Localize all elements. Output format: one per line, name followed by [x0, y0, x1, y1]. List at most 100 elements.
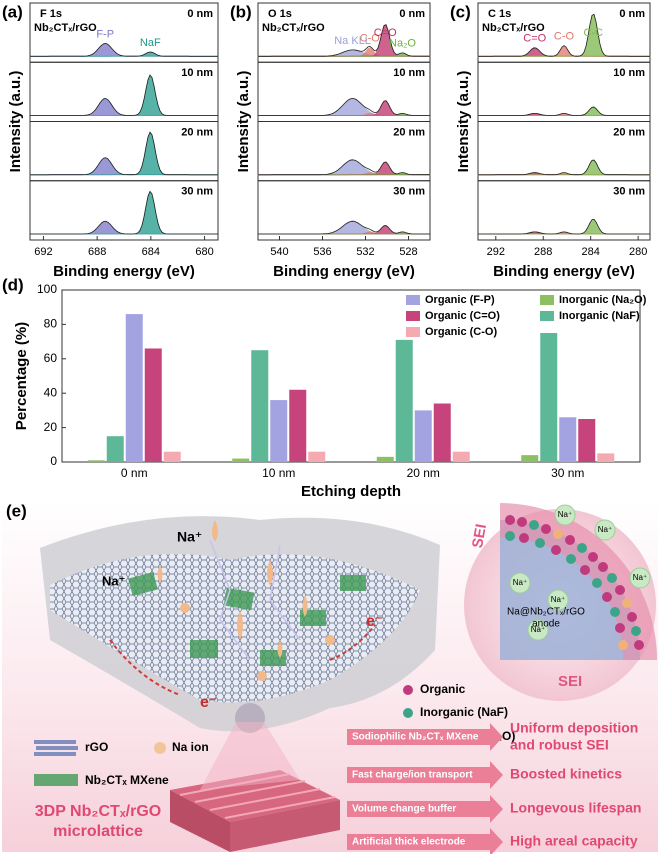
depth-label: 30 nm — [181, 186, 213, 198]
arrow-text: Fast charge/ion transport — [352, 770, 473, 781]
bar — [559, 417, 577, 462]
peak-fit — [30, 220, 218, 235]
y-axis-label: Intensity (a.u.) — [455, 71, 472, 173]
rgo-icon — [34, 740, 78, 756]
circle-ions — [509, 504, 651, 641]
x-tick-label: 692 — [34, 246, 52, 258]
anode-label: anode — [532, 619, 560, 630]
lightning — [209, 539, 251, 661]
legend-text: Organic (C=O) — [425, 310, 500, 322]
electron-label: e⁻ — [366, 613, 383, 630]
depth-label: 0 nm — [399, 8, 425, 20]
spectrum — [258, 159, 430, 176]
lattice-label: 3DP Nb₂CTₓ/rGO — [35, 803, 161, 820]
spectrum — [30, 74, 218, 116]
ion-label: Na⁺ — [513, 578, 527, 587]
spectrum — [478, 218, 650, 235]
x-tick-label: 0 nm — [121, 466, 148, 480]
y-axis-label: Percentage (%) — [13, 322, 30, 430]
arrows — [347, 723, 503, 854]
bar — [521, 455, 539, 462]
depth-label: 0 nm — [619, 8, 645, 20]
legend-swatch — [540, 311, 554, 321]
bar — [308, 451, 326, 462]
y-tick-label: 100 — [37, 282, 57, 296]
x-axis-label: Binding energy (eV) — [493, 263, 635, 280]
peak-label: F-P — [96, 28, 114, 40]
legend-text: Organic (F-P) — [425, 294, 495, 306]
bar — [452, 451, 470, 462]
peak-fit — [30, 98, 218, 116]
x-tick-label: 536 — [313, 246, 331, 258]
sei-label: SEI — [469, 523, 490, 550]
x-tick-label: 680 — [195, 246, 213, 258]
x-tick-label: 540 — [270, 246, 288, 258]
peak-label: C-O — [554, 30, 575, 42]
spectrum-title: C 1s — [488, 8, 511, 20]
peak-fit — [29, 43, 219, 57]
bar — [395, 339, 413, 462]
x-tick-label: 288 — [534, 246, 552, 258]
x-tick-label: 684 — [142, 246, 160, 258]
na-ion-icon — [154, 742, 166, 754]
legend-dot — [403, 708, 413, 718]
bar — [433, 403, 451, 462]
peak-label: C-C — [583, 27, 603, 39]
depth-label: 30 nm — [613, 186, 645, 198]
spectrum-title: O 1s — [268, 8, 292, 20]
electron-path — [329, 624, 376, 661]
material-label: Nb₂CTₓ/rGO — [262, 22, 325, 34]
legend-swatch — [406, 311, 420, 321]
panel-label: (b) — [230, 2, 252, 21]
ion-label: Na⁺ — [633, 573, 647, 582]
mxene-flakes — [128, 571, 366, 666]
arrow-text: Volume change buffer — [352, 804, 456, 815]
spectrum — [478, 13, 650, 57]
depth-label: 30 nm — [393, 186, 425, 198]
legend-swatch — [406, 327, 420, 337]
x-tick-label: 688 — [88, 246, 106, 258]
peak-fit — [30, 190, 218, 235]
x-axis-label: Etching depth — [301, 483, 401, 500]
x-tick-label: 292 — [487, 246, 505, 258]
ion-label: Na⁺ — [598, 525, 612, 534]
peak-label: C=O — [523, 33, 546, 45]
spectrum-title: F 1s — [40, 8, 62, 20]
schematic: (e) Na⁺ Na⁺ e⁻ e⁻ — [2, 500, 658, 854]
material-label: Nb₂CTₓ MXene — [85, 773, 169, 787]
spectrum — [258, 98, 430, 116]
ion-label: Na⁺ — [102, 573, 125, 588]
legend-swatch — [406, 295, 420, 305]
peak-label: Na KLL — [334, 35, 371, 47]
material-label: rGO — [85, 740, 108, 754]
electron-path — [109, 639, 181, 696]
ion-label: Na⁺ — [558, 510, 572, 519]
legend-text: Organic — [420, 682, 466, 696]
arrow-text: Sodiophilic Nb₂CTₓ MXene — [352, 732, 479, 743]
bar — [163, 451, 181, 462]
y-tick-label: 20 — [44, 420, 58, 434]
effect-text: High areal capacity — [510, 833, 638, 849]
legend-dot — [403, 685, 413, 695]
electron-label: e⁻ — [200, 694, 217, 711]
y-axis-label: Intensity (a.u.) — [235, 71, 252, 173]
peak-label: C-O — [360, 33, 381, 45]
bar — [87, 460, 105, 462]
legend-swatch — [540, 295, 554, 305]
peak-label: C=O — [374, 27, 397, 39]
peak-label: Na₂O — [389, 38, 416, 50]
legend-text: Inorganic (Na₂O) — [559, 294, 647, 306]
panel-label: (a) — [2, 2, 23, 21]
arrow-text: Artificial thick electrode — [352, 837, 466, 848]
bar — [597, 453, 615, 462]
peak-fit — [258, 98, 430, 116]
bar — [578, 419, 596, 462]
circle-ion-labels: Na⁺ Na⁺ Na⁺ Na⁺ Na⁺ Na⁺ — [513, 510, 647, 634]
y-tick-label: 80 — [44, 317, 58, 331]
microlattice — [170, 703, 340, 852]
legend-text: Inorganic (NaF) — [559, 310, 640, 322]
bar — [540, 333, 558, 462]
depth-label: 10 nm — [613, 67, 645, 79]
peak-fit — [30, 74, 218, 116]
